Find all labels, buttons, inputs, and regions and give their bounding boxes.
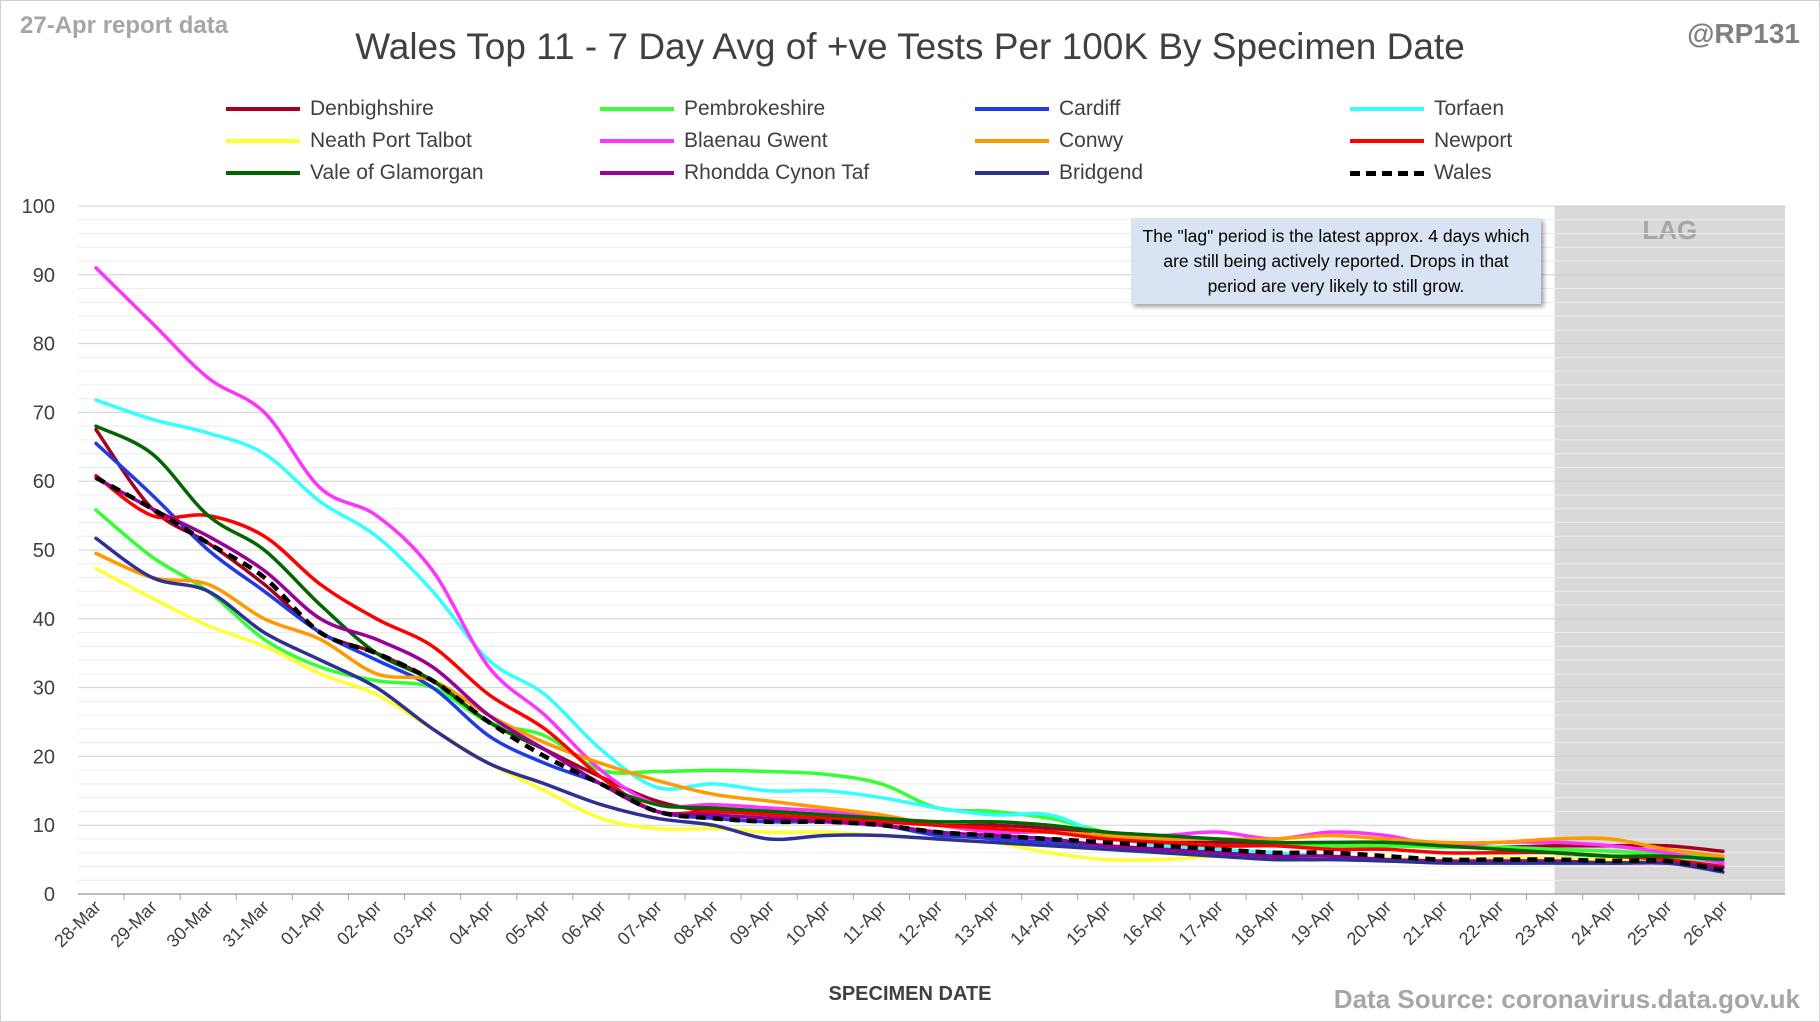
series-line-torfaen <box>94 398 1725 865</box>
x-tick-label: 08-Apr <box>670 897 722 949</box>
y-tick-label: 30 <box>33 678 55 700</box>
y-tick-label: 50 <box>33 540 55 562</box>
legend-label: Conwy <box>1059 129 1124 152</box>
chart-legend: Denbighshire Pembrokeshire Cardiff Torfaen N… <box>0 0 1820 200</box>
x-tick-label: 18-Apr <box>1231 897 1283 949</box>
legend-item-wales: Wales <box>1350 158 1492 188</box>
legend-swatch <box>600 139 674 143</box>
y-tick-label: 0 <box>44 884 55 906</box>
legend-swatch <box>1350 107 1424 111</box>
legend-item-vale-of-glamorgan: Vale of Glamorgan <box>226 158 484 188</box>
legend-swatch <box>226 107 300 111</box>
x-tick-label: 15-Apr <box>1062 897 1114 949</box>
x-tick-label: 05-Apr <box>501 897 553 949</box>
x-tick-label: 30-Mar <box>163 897 217 951</box>
x-tick-label: 12-Apr <box>894 897 946 949</box>
legend-item-bridgend: Bridgend <box>975 158 1143 188</box>
x-tick-label: 31-Mar <box>219 897 273 951</box>
y-tick-label: 40 <box>33 609 55 631</box>
x-tick-label: 10-Apr <box>782 897 834 949</box>
x-tick-label: 23-Apr <box>1511 897 1563 949</box>
legend-swatch <box>600 171 674 175</box>
y-tick-label: 80 <box>33 334 55 356</box>
legend-item-blaenau-gwent: Blaenau Gwent <box>600 126 828 156</box>
x-tick-label: 17-Apr <box>1174 897 1226 949</box>
y-tick-label: 20 <box>33 746 55 768</box>
legend-label: Denbighshire <box>310 97 434 120</box>
legend-label: Pembrokeshire <box>684 97 826 120</box>
legend-label: Newport <box>1434 129 1513 152</box>
x-axis-title: SPECIMEN DATE <box>828 983 992 1005</box>
x-tick-label: 29-Mar <box>106 897 160 951</box>
legend-swatch <box>975 171 1049 175</box>
y-tick-label: 60 <box>33 471 55 493</box>
legend-swatch <box>226 171 300 175</box>
y-tick-label: 10 <box>33 815 55 837</box>
legend-swatch <box>226 139 300 143</box>
legend-item-rhondda-cynon-taf: Rhondda Cynon Taf <box>600 158 869 188</box>
y-tick-label: 70 <box>33 402 55 424</box>
chart-title: Wales Top 11 - 7 Day Avg of +ve Tests Pe… <box>355 26 1465 67</box>
report-date-tag: 27-Apr report data <box>20 12 229 39</box>
legend-label: Bridgend <box>1059 161 1144 184</box>
legend-label: Wales <box>1434 161 1492 184</box>
legend-label: Rhondda Cynon Taf <box>684 161 870 184</box>
x-tick-label: 24-Apr <box>1567 897 1619 949</box>
x-tick-label: 13-Apr <box>950 897 1002 949</box>
x-tick-label: 28-Mar <box>50 897 104 951</box>
x-tick-label: 20-Apr <box>1343 897 1395 949</box>
legend-label: Blaenau Gwent <box>684 129 828 152</box>
legend-label: Torfaen <box>1434 97 1505 120</box>
y-tick-label: 90 <box>33 265 55 287</box>
x-tick-label: 04-Apr <box>445 897 497 949</box>
x-tick-label: 09-Apr <box>726 897 778 949</box>
legend-item-denbighshire: Denbighshire <box>226 94 434 124</box>
x-tick-label: 11-Apr <box>839 897 890 948</box>
series-line-newport <box>94 473 1725 869</box>
legend-swatch <box>1350 139 1424 143</box>
data-source-note: Data Source: coronavirus.data.gov.uk <box>1333 984 1800 1014</box>
legend-item-neath-port-talbot: Neath Port Talbot <box>226 126 472 156</box>
x-tick-label: 16-Apr <box>1118 897 1170 949</box>
x-tick-label: 21-Apr <box>1399 897 1451 949</box>
y-tick-label: 100 <box>22 196 55 218</box>
legend-swatch <box>1350 170 1424 176</box>
legend-item-pembrokeshire: Pembrokeshire <box>600 94 825 124</box>
series-line-pembrokeshire <box>94 508 1725 860</box>
legend-item-torfaen: Torfaen <box>1350 94 1504 124</box>
legend-label: Neath Port Talbot <box>310 129 472 152</box>
x-tick-label: 03-Apr <box>389 897 441 949</box>
legend-swatch <box>975 107 1049 111</box>
x-tick-label: 25-Apr <box>1623 897 1675 949</box>
x-tick-label: 07-Apr <box>613 897 665 949</box>
x-tick-label: 26-Apr <box>1679 897 1731 949</box>
legend-swatch <box>975 139 1049 143</box>
x-tick-label: 02-Apr <box>333 897 385 949</box>
series-line-wales <box>94 475 1724 873</box>
legend-label: Vale of Glamorgan <box>310 161 484 184</box>
lag-annotation-box: The "lag" period is the latest approx. 4… <box>1131 218 1541 304</box>
x-tick-label: 06-Apr <box>557 897 609 949</box>
author-handle: @RP131 <box>1687 18 1800 49</box>
x-tick-label: 14-Apr <box>1006 897 1058 949</box>
legend-item-newport: Newport <box>1350 126 1512 156</box>
x-tick-label: 19-Apr <box>1287 897 1339 949</box>
legend-item-conwy: Conwy <box>975 126 1123 156</box>
legend-item-cardiff: Cardiff <box>975 94 1120 124</box>
x-tick-label: 22-Apr <box>1455 897 1507 949</box>
legend-label: Cardiff <box>1059 97 1121 120</box>
legend-swatch <box>600 107 674 111</box>
x-tick-label: 01-Apr <box>277 897 329 949</box>
series-line-bridgend <box>94 536 1725 874</box>
